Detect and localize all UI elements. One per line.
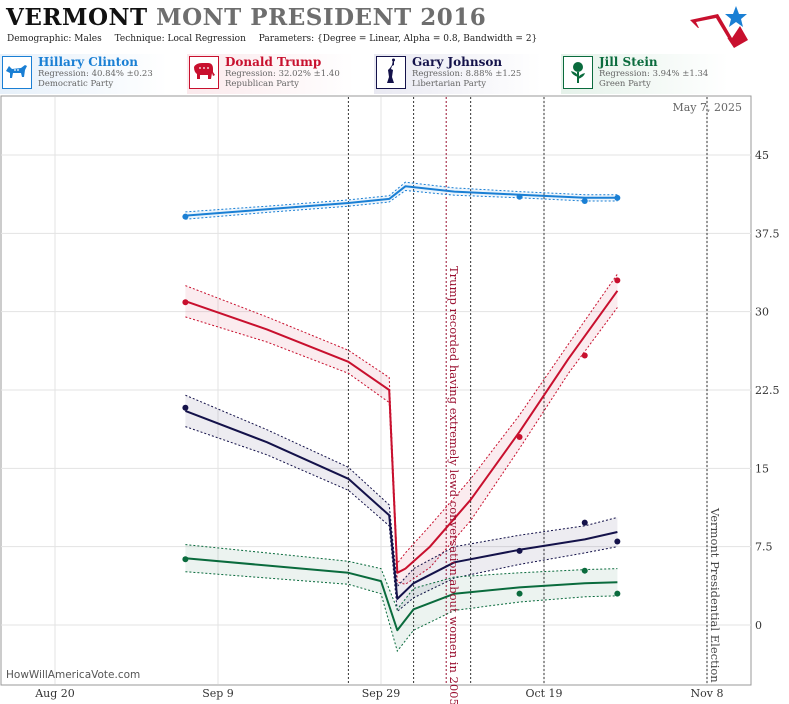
data-point: [516, 434, 523, 440]
x-tick-label: Aug 20: [34, 687, 75, 700]
data-point: [581, 519, 588, 526]
series-line: [185, 290, 619, 574]
x-tick-label: Nov 8: [691, 687, 724, 700]
data-point: [581, 197, 588, 204]
annotation-trump-tape: Trump recorded having extremely lewd con…: [447, 266, 461, 704]
candidate-regression: Regression: 32.02% ±1.40: [225, 69, 340, 79]
x-axis: Aug 20 Sep 9 Sep 29 Oct 19 Nov 8: [34, 687, 723, 700]
data-point: [614, 590, 621, 597]
candidate-name: Gary Johnson: [412, 55, 503, 69]
site-credit: HowWillAmericaVote.com: [6, 669, 140, 681]
x-tick-label: Sep 9: [202, 687, 234, 700]
series-line: [185, 557, 618, 632]
y-tick-label: 15: [755, 462, 769, 475]
candidate-regression: Regression: 8.88% ±1.25: [412, 69, 522, 79]
elephant-icon: [189, 56, 219, 89]
data-point: [614, 538, 621, 545]
data-point: [182, 556, 189, 563]
candidate-legend: Hillary Clinton Regression: 40.84% ±0.23…: [0, 54, 789, 94]
data-point: [581, 567, 588, 574]
series-line: [185, 185, 618, 217]
y-tick-label: 30: [755, 306, 769, 319]
candidate-name: Hillary Clinton: [38, 55, 138, 69]
data-point: [516, 590, 523, 597]
candidate-name: Donald Trump: [225, 55, 322, 69]
chart-subtitle: Demographic: Males Technique: Local Regr…: [7, 34, 547, 44]
band-upper-line: [185, 181, 618, 213]
candidate-regression: Regression: 3.94% ±1.34: [599, 69, 709, 79]
y-tick-label: 37.5: [755, 227, 780, 240]
candidate-johnson: Gary Johnson Regression: 8.88% ±1.25 Lib…: [374, 54, 560, 94]
parameters-text: Parameters: {Degree = Linear, Alpha = 0.…: [258, 34, 538, 44]
series-lines: [185, 185, 619, 632]
candidate-party: Libertarian Party: [412, 79, 487, 89]
candidate-stein: Jill Stein Regression: 3.94% ±1.34 Green…: [561, 54, 747, 94]
band-upper-line: [185, 394, 618, 588]
y-tick-label: 22.5: [755, 384, 780, 397]
band-lower-line: [185, 189, 618, 220]
rose-icon: [563, 56, 593, 89]
confidence-band: [185, 544, 618, 652]
y-tick-label: 0: [755, 619, 762, 632]
date-label: May 7, 2025: [672, 101, 742, 114]
candidate-party: Green Party: [599, 79, 651, 89]
candidate-name: Jill Stein: [599, 55, 658, 69]
site-logo-icon: [690, 6, 748, 48]
candidate-trump: Donald Trump Regression: 32.02% ±1.40 Re…: [187, 54, 373, 94]
band-lower-line: [185, 426, 618, 613]
donkey-icon: [2, 56, 32, 89]
data-point: [614, 194, 621, 201]
x-tick-label: Sep 29: [362, 687, 401, 700]
y-tick-label: 45: [755, 149, 769, 162]
y-tick-label: 7.5: [755, 541, 773, 554]
candidate-party: Democratic Party: [38, 79, 114, 89]
statue-of-liberty-icon: [376, 56, 406, 89]
confidence-band: [185, 395, 618, 612]
data-point: [516, 193, 523, 200]
y-axis: 45 37.5 30 22.5 15 7.5 0: [755, 149, 780, 632]
candidate-clinton: Hillary Clinton Regression: 40.84% ±0.23…: [0, 54, 186, 94]
candidate-party: Republican Party: [225, 79, 299, 89]
candidate-regression: Regression: 40.84% ±0.23: [38, 69, 153, 79]
data-point: [614, 277, 621, 284]
title-state: VERMONT: [6, 4, 148, 31]
data-point: [581, 352, 588, 359]
data-point: [182, 213, 189, 220]
chart-title: VERMONT MONT PRESIDENT 2016: [6, 4, 486, 31]
data-points: [182, 193, 621, 597]
demographic-text: Demographic: Males: [7, 34, 102, 44]
data-point: [182, 404, 189, 411]
technique-text: Technique: Local Regression: [114, 34, 246, 44]
data-point: [182, 299, 189, 306]
annotation-election: Vermont Presidential Election: [708, 507, 722, 683]
x-tick-label: Oct 19: [525, 687, 562, 700]
title-race: MONT PRESIDENT 2016: [156, 4, 487, 31]
data-point: [516, 547, 523, 554]
series-line: [185, 409, 618, 600]
confidence-bands: [185, 181, 618, 653]
